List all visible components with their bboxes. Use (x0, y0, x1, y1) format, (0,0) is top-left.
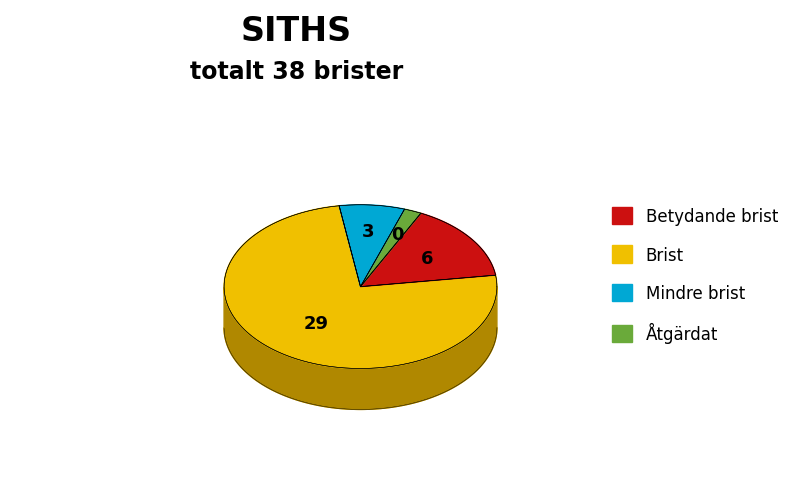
Polygon shape (360, 210, 421, 287)
Text: totalt 38 brister: totalt 38 brister (190, 60, 403, 84)
Legend: Betydande brist, Brist, Mindre brist, Åtgärdat: Betydande brist, Brist, Mindre brist, Åt… (606, 201, 785, 350)
Text: 29: 29 (304, 314, 328, 332)
Polygon shape (224, 287, 497, 410)
Text: 6: 6 (421, 249, 433, 267)
Polygon shape (360, 214, 496, 287)
Polygon shape (339, 205, 405, 287)
Text: SITHS: SITHS (241, 15, 352, 48)
Polygon shape (224, 206, 497, 369)
Text: 0: 0 (391, 225, 404, 243)
Text: 3: 3 (362, 223, 375, 240)
Polygon shape (224, 328, 497, 410)
